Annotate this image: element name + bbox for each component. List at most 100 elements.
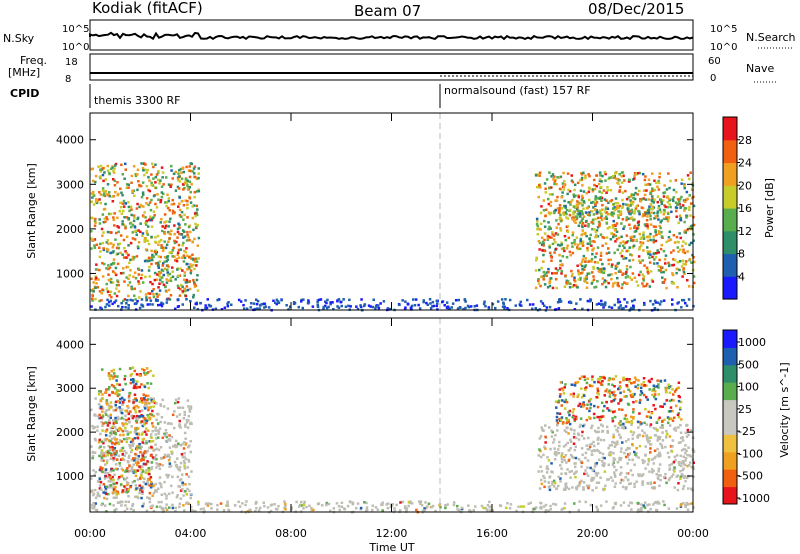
- echo-cell: [151, 439, 155, 443]
- echo-cell: [297, 305, 300, 309]
- echo-cell: [572, 392, 575, 395]
- echo-cell: [629, 469, 633, 472]
- echo-cell: [178, 274, 182, 277]
- echo-cell: [105, 303, 109, 306]
- echo-cell: [679, 475, 683, 478]
- echo-cell: [118, 401, 122, 404]
- echo-cell: [642, 473, 645, 476]
- echo-cell: [216, 503, 219, 507]
- echo-cell: [133, 287, 136, 290]
- echo-cell: [567, 487, 571, 491]
- echo-cell: [665, 429, 668, 433]
- echo-cell: [92, 239, 95, 242]
- echo-cell: [154, 236, 157, 239]
- echo-cell: [650, 486, 654, 489]
- echo-cell: [685, 260, 688, 263]
- echo-cell: [283, 500, 286, 503]
- echo-cell: [662, 476, 666, 479]
- echo-cell: [148, 201, 152, 204]
- colorbar-swatch: [723, 451, 737, 470]
- echo-cell: [189, 440, 192, 443]
- velocity-y-label: Slant Range [km]: [25, 366, 38, 462]
- echo-cell: [351, 501, 355, 504]
- echo-cell: [395, 503, 398, 507]
- echo-cell: [587, 486, 590, 490]
- echo-cell: [689, 202, 693, 205]
- echo-cell: [624, 189, 627, 193]
- echo-cell: [677, 441, 681, 444]
- echo-cell: [632, 307, 635, 310]
- echo-cell: [121, 452, 124, 456]
- echo-cell: [579, 239, 582, 243]
- echo-cell: [627, 203, 631, 207]
- echo-cell: [613, 445, 617, 448]
- echo-cell: [577, 508, 580, 512]
- echo-cell: [117, 283, 120, 287]
- echo-cell: [93, 488, 97, 492]
- echo-cell: [156, 261, 160, 265]
- echo-cell: [653, 486, 657, 490]
- echo-cell: [631, 299, 634, 303]
- echo-cell: [535, 217, 539, 221]
- echo-cell: [659, 454, 662, 457]
- echo-cell: [135, 448, 139, 451]
- echo-cell: [615, 222, 619, 225]
- echo-cell: [154, 202, 157, 206]
- echo-cell: [95, 201, 99, 205]
- echo-cell: [146, 233, 150, 236]
- echo-cell: [434, 509, 437, 513]
- echo-cell: [657, 470, 660, 473]
- echo-cell: [176, 236, 179, 239]
- echo-cell: [189, 299, 192, 303]
- echo-cell: [134, 431, 138, 434]
- echo-cell: [652, 503, 655, 506]
- echo-cell: [125, 491, 129, 494]
- echo-cell: [161, 225, 164, 228]
- echo-cell: [172, 202, 176, 206]
- echo-cell: [585, 444, 588, 447]
- echo-cell: [595, 461, 599, 465]
- echo-cell: [99, 164, 103, 168]
- echo-cell: [176, 230, 180, 234]
- echo-cell: [583, 265, 587, 268]
- echo-cell: [638, 421, 642, 424]
- echo-cell: [626, 478, 630, 481]
- echo-cell: [680, 436, 683, 440]
- echo-cell: [584, 224, 587, 227]
- echo-cell: [139, 222, 142, 225]
- echo-cell: [120, 483, 123, 486]
- echo-cell: [173, 239, 176, 243]
- echo-cell: [116, 216, 119, 220]
- echo-cell: [561, 255, 565, 258]
- echo-cell: [130, 450, 133, 454]
- echo-cell: [209, 304, 213, 308]
- echo-cell: [325, 503, 328, 507]
- echo-cell: [575, 417, 578, 420]
- echo-cell: [418, 500, 421, 503]
- echo-cell: [300, 504, 304, 507]
- echo-cell: [182, 459, 186, 463]
- echo-cell: [163, 453, 167, 457]
- echo-cell: [321, 504, 324, 507]
- echo-cell: [120, 399, 124, 402]
- echo-cell: [568, 409, 572, 413]
- echo-cell: [388, 307, 392, 311]
- echo-cell: [167, 288, 171, 292]
- echo-cell: [165, 260, 169, 263]
- echo-cell: [94, 397, 97, 400]
- echo-cell: [555, 272, 558, 275]
- echo-cell: [140, 471, 143, 474]
- echo-cell: [102, 422, 105, 425]
- echo-cell: [154, 163, 157, 166]
- echo-cell: [639, 261, 642, 264]
- echo-cell: [110, 374, 113, 377]
- echo-cell: [181, 481, 185, 484]
- echo-cell: [134, 173, 137, 176]
- echo-cell: [614, 267, 618, 270]
- echo-cell: [139, 467, 143, 471]
- echo-cell: [675, 507, 679, 510]
- echo-cell: [144, 455, 147, 459]
- echo-cell: [605, 425, 609, 429]
- echo-cell: [677, 412, 680, 415]
- echo-cell: [165, 281, 169, 284]
